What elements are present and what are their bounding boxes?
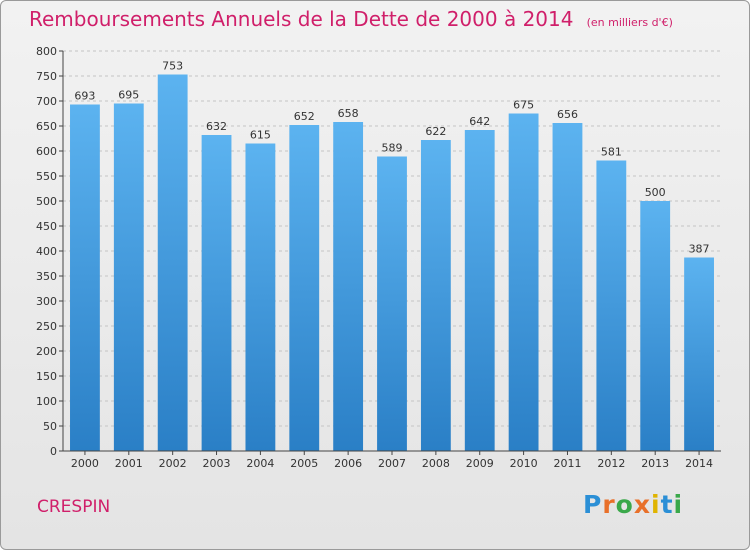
data-label: 695: [118, 89, 139, 102]
bar: [420, 140, 451, 451]
data-label: 387: [689, 243, 710, 256]
x-tick-label: 2004: [246, 457, 274, 470]
y-tick-label: 750: [36, 70, 57, 83]
y-tick-label: 50: [43, 420, 57, 433]
x-tick-label: 2007: [378, 457, 406, 470]
y-tick-label: 100: [36, 395, 57, 408]
x-tick-label: 2002: [159, 457, 187, 470]
x-tick-label: 2000: [71, 457, 99, 470]
y-tick-label: 700: [36, 95, 57, 108]
y-tick-label: 650: [36, 120, 57, 133]
logo-letter: i: [651, 490, 661, 519]
data-label: 642: [469, 115, 490, 128]
y-tick-label: 150: [36, 370, 57, 383]
chart-title-main: Remboursements Annuels de la Dette de 20…: [29, 7, 574, 31]
x-tick-label: 2001: [115, 457, 143, 470]
commune-name: CRESPIN: [37, 497, 111, 517]
logo-letter: P: [583, 490, 603, 519]
bar: [552, 123, 583, 451]
y-tick-label: 300: [36, 295, 57, 308]
data-label: 658: [338, 107, 359, 120]
y-tick-label: 550: [36, 170, 57, 183]
y-tick-label: 200: [36, 345, 57, 358]
x-tick-label: 2011: [553, 457, 581, 470]
data-label: 656: [557, 108, 578, 121]
logo-letter: o: [615, 490, 634, 519]
logo-letter: r: [602, 490, 616, 519]
x-tick-label: 2008: [422, 457, 450, 470]
bar: [245, 143, 276, 451]
bar: [157, 74, 188, 451]
y-tick-label: 600: [36, 145, 57, 158]
x-tick-label: 2009: [466, 457, 494, 470]
x-tick-label: 2012: [597, 457, 625, 470]
data-label: 675: [513, 99, 534, 112]
x-tick-label: 2014: [685, 457, 713, 470]
data-label: 500: [645, 186, 666, 199]
bar: [464, 130, 495, 451]
chart-title: Remboursements Annuels de la Dette de 20…: [29, 7, 673, 31]
data-label: 581: [601, 146, 622, 159]
bar: [289, 125, 320, 451]
y-tick-label: 250: [36, 320, 57, 333]
x-tick-label: 2003: [203, 457, 231, 470]
bar: [377, 156, 407, 451]
bar: [684, 257, 714, 451]
bar: [333, 122, 364, 451]
data-label: 753: [162, 60, 183, 73]
x-tick-label: 2010: [510, 457, 538, 470]
bar: [596, 160, 627, 451]
logo-letter: x: [633, 490, 651, 519]
bar: [113, 103, 144, 451]
y-tick-label: 500: [36, 195, 57, 208]
bar: [508, 113, 539, 451]
bar: [70, 104, 100, 451]
data-label: 615: [250, 129, 271, 142]
y-tick-label: 400: [36, 245, 57, 258]
y-tick-label: 800: [36, 45, 57, 58]
bar: [640, 201, 671, 451]
data-label: 632: [206, 120, 227, 133]
proxiti-logo: Proxiti: [583, 490, 683, 519]
y-tick-label: 350: [36, 270, 57, 283]
x-tick-label: 2005: [290, 457, 318, 470]
data-label: 693: [74, 90, 95, 103]
y-tick-label: 450: [36, 220, 57, 233]
data-label: 622: [425, 125, 446, 138]
y-tick-label: 0: [50, 445, 57, 458]
data-label: 589: [382, 142, 403, 155]
data-label: 652: [294, 110, 315, 123]
x-tick-label: 2013: [641, 457, 669, 470]
logo-letter: i: [673, 490, 684, 519]
chart-title-unit: (en milliers d'€): [586, 16, 673, 29]
x-tick-label: 2006: [334, 457, 362, 470]
bar: [201, 135, 232, 451]
logo-letter: t: [660, 490, 674, 519]
